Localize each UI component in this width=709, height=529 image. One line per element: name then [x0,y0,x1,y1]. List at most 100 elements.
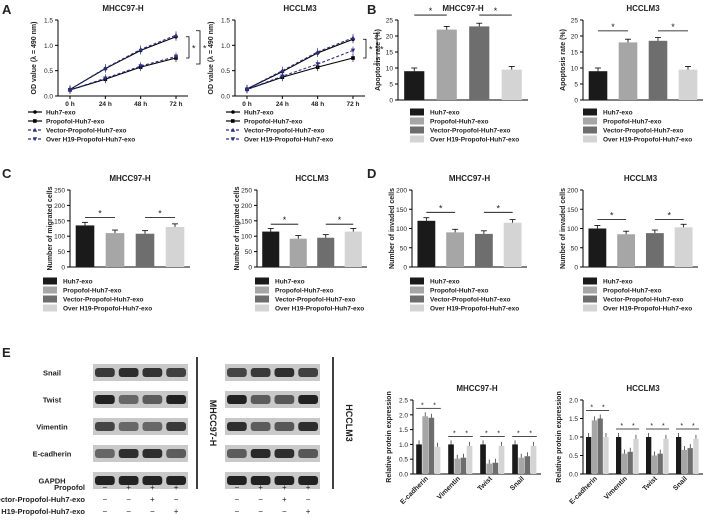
bar [524,456,531,474]
bar [621,453,628,474]
y-tick-label: 5 [574,82,578,89]
legend-label: Huh7-exo [63,279,93,286]
blot-strip [225,391,320,408]
y-axis-label: OD value (λ = 490 nm) [207,22,215,95]
bar [135,233,155,267]
y-tick-label: 0.0 [44,94,53,101]
y-tick-label: 1.0 [44,43,53,50]
y-tick-label: 250 [241,188,252,195]
data-point [138,64,143,69]
condition-mark: − [235,495,240,504]
bar [498,445,505,474]
legend-swatch [410,295,424,303]
legend-swatch [583,286,597,294]
legend-marker [230,137,236,142]
blot-band [142,476,163,485]
bar [422,416,429,474]
blot-band [250,449,271,458]
x-tick-label: 72 h [169,101,182,108]
bar [693,438,699,474]
data-point [67,88,73,93]
legend-swatch [583,117,597,125]
legend-label: Huh7-exo [275,279,305,286]
blot-band [166,395,186,404]
bar [492,462,499,474]
legend-swatch [43,295,57,303]
y-tick-label: 50 [571,245,579,252]
significance-star: * [667,211,671,221]
y-tick-label: 0.0 [569,472,578,479]
legend-marker [32,137,38,142]
legend-label: Vector-Propofol-Huh7-exo [63,297,144,304]
chart-A1: 0.0 0.5 1.0 1.5 MHCC97-H OD value (λ = 490 nm… [28,4,207,144]
blot-strip [225,472,320,489]
legend-swatch [583,304,597,312]
condition-mark: − [126,507,131,516]
protein-label: E-cadherin [33,450,72,459]
series-line-1 [69,57,177,91]
protein-label: GAPDH [38,477,65,486]
significance-star: * [610,211,614,221]
bar [651,455,658,474]
blot-band [95,422,115,431]
x-tick-label: 0 h [65,101,74,108]
legend-swatch [583,135,597,143]
legend-label: Over H19-Propofol-Huh7-exo [275,306,364,313]
y-tick-label: 25 [571,18,579,25]
y-axis-label: Apoptosis rate (%) [560,29,567,91]
significance-star: * [620,423,623,430]
bar [466,445,473,474]
y-tick-label: 150 [54,218,65,225]
chart-E2: 0.0 0.5 1.0 1.5 2.0 HCCLM3 Relative protein ex… [556,384,703,506]
bar [617,234,636,267]
condition-mark: − [103,483,108,492]
condition-mark: − [174,495,179,504]
condition-label: Propofol [54,483,85,492]
y-tick-label: 100 [567,226,578,233]
significance-star: * [203,43,207,53]
y-tick-label: 200 [54,203,65,210]
series-line-3 [69,55,177,91]
legend-swatch [43,304,57,312]
significance-star: * [662,423,665,430]
bar [480,444,486,474]
y-tick-label: 0 [574,265,578,272]
x-tick-label: E-cadherin [568,475,599,506]
protein-label: Vimentin [36,423,68,432]
blot-band [95,476,115,485]
legend-label: Vector-Propofol-Huh7-exo [46,128,127,135]
y-tick-label: 15 [386,50,394,57]
condition-label: Over H19-Propofol-Huh7-exo [0,507,85,516]
legend-swatch [410,108,424,116]
legend-marker [33,119,37,123]
y-tick-label: 50 [245,249,253,256]
y-tick-label: 25 [386,18,394,25]
blot-band [274,476,295,485]
data-point [351,56,355,60]
legend-label: Vector-Propofol-Huh7-exo [275,297,356,304]
blot-band [118,368,139,377]
y-axis-label: Number of migrated cells [234,186,241,270]
legend-label: Propofol-Huh7-exo [275,288,334,295]
blot-band [298,422,318,431]
y-tick-label: 100 [396,226,407,233]
x-tick-label: 48 h [134,101,147,108]
chart-title: MHCC97-H [456,384,498,393]
significance-star: * [192,43,196,53]
blot-band [298,449,318,458]
blot-band [274,422,295,431]
bar [588,71,608,100]
blot-band [227,368,247,377]
y-tick-label: 150 [567,207,578,214]
legend-label: Huh7-exo [46,110,76,117]
blot-strip [93,472,188,489]
data-point [103,76,108,81]
legend-swatch [255,277,269,285]
bar [454,458,461,474]
legend-label: Vector-Propofol-Huh7-exo [603,128,684,135]
significance-star: * [494,6,498,16]
blot-band [95,449,115,458]
significance-bracket [186,36,190,59]
bar [657,453,663,474]
blot-band [274,449,295,458]
